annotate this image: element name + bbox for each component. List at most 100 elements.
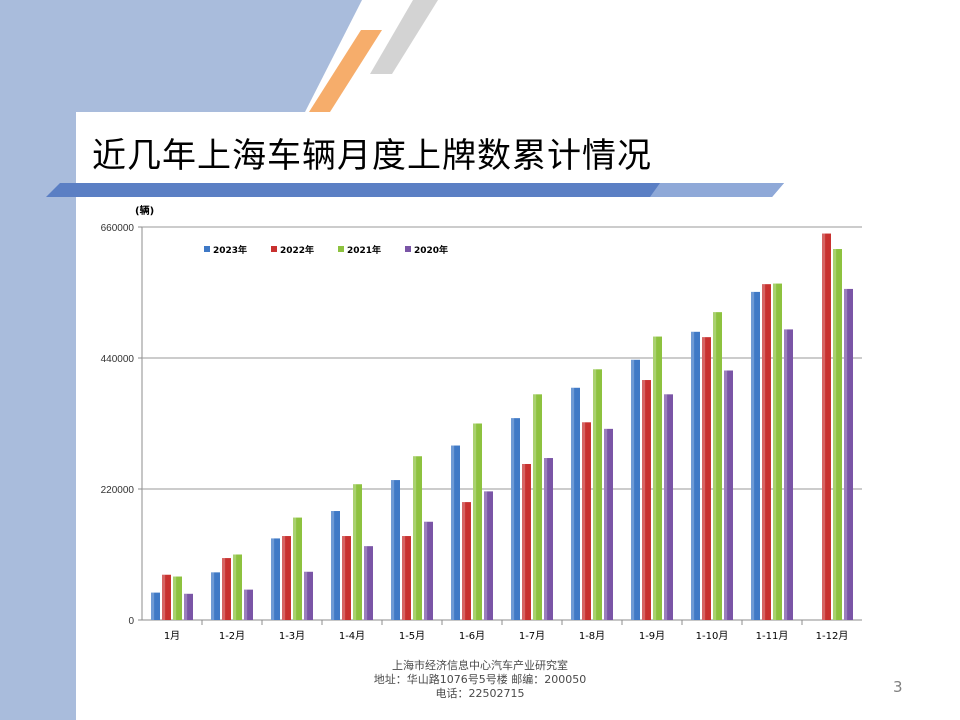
- bar: [724, 370, 733, 620]
- bar-highlight: [184, 593, 188, 620]
- bar: [402, 536, 411, 620]
- bar-highlight: [304, 571, 308, 620]
- gray-stripe: [370, 0, 438, 74]
- bar-highlight: [511, 418, 515, 620]
- top-left-band: [0, 0, 362, 112]
- bar: [751, 291, 760, 620]
- bar-highlight: [484, 491, 488, 620]
- legend-label: 2023年: [213, 244, 247, 256]
- legend-swatch: [338, 246, 344, 252]
- bar-highlight: [833, 249, 837, 621]
- bar: [653, 336, 662, 620]
- bar-highlight: [642, 380, 646, 620]
- legend-swatch: [271, 246, 277, 252]
- left-band: [0, 0, 76, 720]
- bar: [342, 536, 351, 620]
- y-tick-label: 220000: [101, 485, 135, 496]
- x-tick-label: 1月: [164, 630, 180, 642]
- bar: [593, 369, 602, 620]
- bar-highlight: [593, 369, 597, 620]
- bar-highlight: [402, 536, 406, 620]
- footer-address: 地址：华山路1076号5号楼 邮编：200050: [373, 673, 587, 686]
- bar: [244, 589, 253, 620]
- y-tick-label: 440000: [101, 354, 135, 365]
- bar-highlight: [544, 458, 548, 620]
- bar-highlight: [762, 284, 766, 620]
- bar-highlight: [473, 423, 477, 620]
- bar-highlight: [702, 337, 706, 620]
- bar-highlight: [724, 370, 728, 620]
- bar-highlight: [293, 517, 297, 620]
- bar: [702, 337, 711, 620]
- bar-highlight: [844, 288, 848, 620]
- bar-highlight: [342, 536, 346, 620]
- bar-highlight: [653, 336, 657, 620]
- bar-highlight: [244, 589, 248, 620]
- bar-highlight: [162, 574, 166, 620]
- page-number: 3: [893, 678, 903, 696]
- title-underline-shadow: [650, 183, 784, 197]
- bar-highlight: [604, 428, 608, 620]
- bar: [511, 418, 520, 620]
- bar: [364, 546, 373, 620]
- y-axis-label: (辆): [135, 204, 154, 217]
- x-tick-label: 1-3月: [279, 630, 305, 642]
- bar: [162, 574, 171, 620]
- title-underline-bar: [46, 183, 784, 197]
- bar: [151, 592, 160, 620]
- slide-title: 近几年上海车辆月度上牌数累计情况: [92, 136, 652, 176]
- bar-highlight: [151, 592, 155, 620]
- x-tick-label: 1-12月: [816, 630, 849, 642]
- bar: [233, 554, 242, 620]
- orange-stripe: [309, 30, 382, 112]
- x-tick-label: 1-9月: [639, 630, 665, 642]
- bar-highlight: [582, 422, 586, 620]
- bar-highlight: [751, 291, 755, 620]
- footer-org: 上海市经济信息中心汽车产业研究室: [392, 659, 568, 672]
- bar-highlight: [424, 521, 428, 620]
- bar-highlight: [571, 387, 575, 620]
- bar-highlight: [691, 331, 695, 620]
- bar: [664, 394, 673, 620]
- bar: [631, 359, 640, 620]
- bar-highlight: [451, 445, 455, 620]
- legend-label: 2021年: [347, 244, 381, 256]
- y-tick-label: 0: [128, 616, 134, 627]
- bar-highlight: [364, 546, 368, 620]
- bar-highlight: [533, 394, 537, 620]
- bar: [304, 571, 313, 620]
- legend-label: 2020年: [414, 244, 448, 256]
- legend-swatch: [405, 246, 411, 252]
- x-tick-label: 1-10月: [696, 630, 729, 642]
- bar-highlight: [331, 511, 335, 620]
- bar-highlight: [462, 502, 466, 620]
- bar: [484, 491, 493, 620]
- bar: [331, 511, 340, 620]
- x-tick-label: 1-7月: [519, 630, 545, 642]
- legend-swatch: [204, 246, 210, 252]
- bar-highlight: [631, 359, 635, 620]
- title-panel: [76, 112, 96, 183]
- bar-highlight: [173, 576, 177, 620]
- bar: [582, 422, 591, 620]
- bar-highlight: [413, 456, 417, 620]
- x-tick-label: 1-5月: [399, 630, 425, 642]
- x-tick-label: 1-2月: [219, 630, 245, 642]
- bar: [642, 380, 651, 620]
- bar-highlight: [282, 536, 286, 620]
- x-tick-label: 1-6月: [459, 630, 485, 642]
- bar: [691, 331, 700, 620]
- bar: [773, 283, 782, 620]
- bar: [762, 284, 771, 620]
- bar: [522, 463, 531, 620]
- bar: [293, 517, 302, 620]
- footer-phone: 电话：22502715: [435, 687, 525, 700]
- footer: 上海市经济信息中心汽车产业研究室 地址：华山路1076号5号楼 邮编：20005…: [340, 659, 620, 701]
- bar: [271, 538, 280, 620]
- bar-highlight: [222, 558, 226, 620]
- bar: [211, 572, 220, 620]
- bar-highlight: [522, 463, 526, 620]
- bar: [282, 536, 291, 620]
